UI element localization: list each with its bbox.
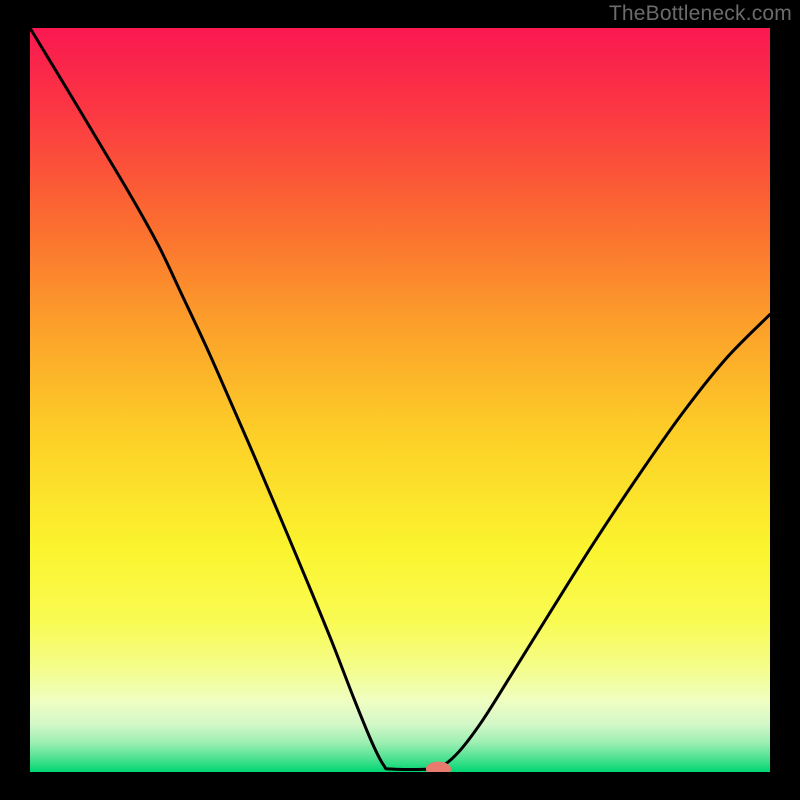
gradient-background bbox=[30, 28, 770, 772]
chart-frame: TheBottleneck.com bbox=[0, 0, 800, 800]
plot-area bbox=[30, 28, 770, 772]
gradient-chart bbox=[30, 28, 770, 772]
watermark-text: TheBottleneck.com bbox=[609, 2, 792, 26]
